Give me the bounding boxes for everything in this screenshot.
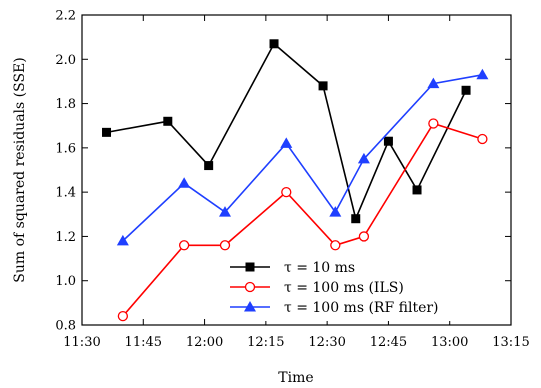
y-tick-label: 1.0 bbox=[55, 274, 76, 289]
x-tick-label: 13:15 bbox=[492, 335, 529, 350]
x-tick-label: 11:45 bbox=[125, 335, 162, 350]
legend-label: τ = 100 ms (RF filter) bbox=[284, 300, 439, 316]
x-tick-label: 12:00 bbox=[186, 335, 223, 350]
legend-label: τ = 10 ms bbox=[284, 260, 355, 276]
x-tick-label: 13:00 bbox=[431, 335, 468, 350]
legend-swatch-marker bbox=[244, 301, 256, 312]
data-point bbox=[428, 118, 439, 129]
series-3 bbox=[116, 68, 489, 246]
data-point bbox=[412, 185, 422, 195]
legend-box bbox=[222, 255, 504, 321]
data-point bbox=[329, 206, 342, 217]
data-point bbox=[178, 177, 191, 188]
y-tick-label: 2.0 bbox=[55, 53, 76, 68]
data-point bbox=[358, 231, 370, 242]
data-point bbox=[116, 234, 129, 246]
data-point bbox=[318, 81, 328, 91]
series-1 bbox=[102, 39, 471, 224]
data-point bbox=[204, 161, 214, 171]
y-tick-label: 0.8 bbox=[55, 319, 76, 334]
data-point bbox=[219, 206, 231, 217]
data-point bbox=[219, 240, 231, 251]
legend-swatch-marker bbox=[245, 262, 255, 272]
data-point bbox=[163, 116, 173, 126]
y-tick-label: 2.2 bbox=[55, 9, 76, 24]
x-tick-label: 12:15 bbox=[247, 335, 284, 350]
data-point bbox=[330, 240, 341, 251]
y-tick-label: 1.4 bbox=[55, 186, 76, 201]
series-layer bbox=[102, 39, 489, 322]
x-tick-label: 12:45 bbox=[370, 335, 407, 350]
data-point bbox=[269, 39, 279, 49]
data-point bbox=[117, 310, 129, 322]
data-point bbox=[280, 137, 293, 148]
series-line bbox=[122, 122, 483, 317]
data-point bbox=[476, 68, 489, 80]
x-tick-label: 11:30 bbox=[63, 335, 100, 350]
data-point bbox=[461, 85, 471, 95]
data-point bbox=[477, 133, 488, 145]
x-axis-title: Time bbox=[278, 370, 313, 386]
y-tick-label: 1.2 bbox=[55, 230, 76, 245]
data-point bbox=[102, 127, 112, 137]
y-tick-label: 1.8 bbox=[55, 97, 76, 112]
series-line bbox=[122, 73, 483, 242]
data-point bbox=[178, 240, 190, 251]
data-point bbox=[383, 136, 393, 146]
y-axis-title: Sum of squared residuals (SSE) bbox=[12, 57, 28, 282]
y-tick-label: 1.6 bbox=[55, 141, 76, 156]
legend-label: τ = 100 ms (ILS) bbox=[284, 280, 404, 296]
data-point bbox=[281, 186, 292, 198]
legend-swatch-marker bbox=[244, 281, 256, 293]
y-axis-ticks: 0.8 1.0 1.2 1.4 1.6 1.8 2.0 2.2 bbox=[55, 9, 511, 334]
series-2 bbox=[117, 118, 488, 322]
data-point bbox=[351, 214, 361, 224]
data-point bbox=[427, 77, 440, 89]
legend: τ = 10 ms τ = 100 ms (ILS) τ = 100 ms (RF … bbox=[222, 255, 504, 321]
x-tick-label: 12:30 bbox=[308, 335, 345, 350]
data-point bbox=[357, 152, 370, 164]
x-axis-ticks: 11:30 11:45 12:00 12:15 12:30 12:45 13:00 13:15 bbox=[63, 15, 530, 350]
